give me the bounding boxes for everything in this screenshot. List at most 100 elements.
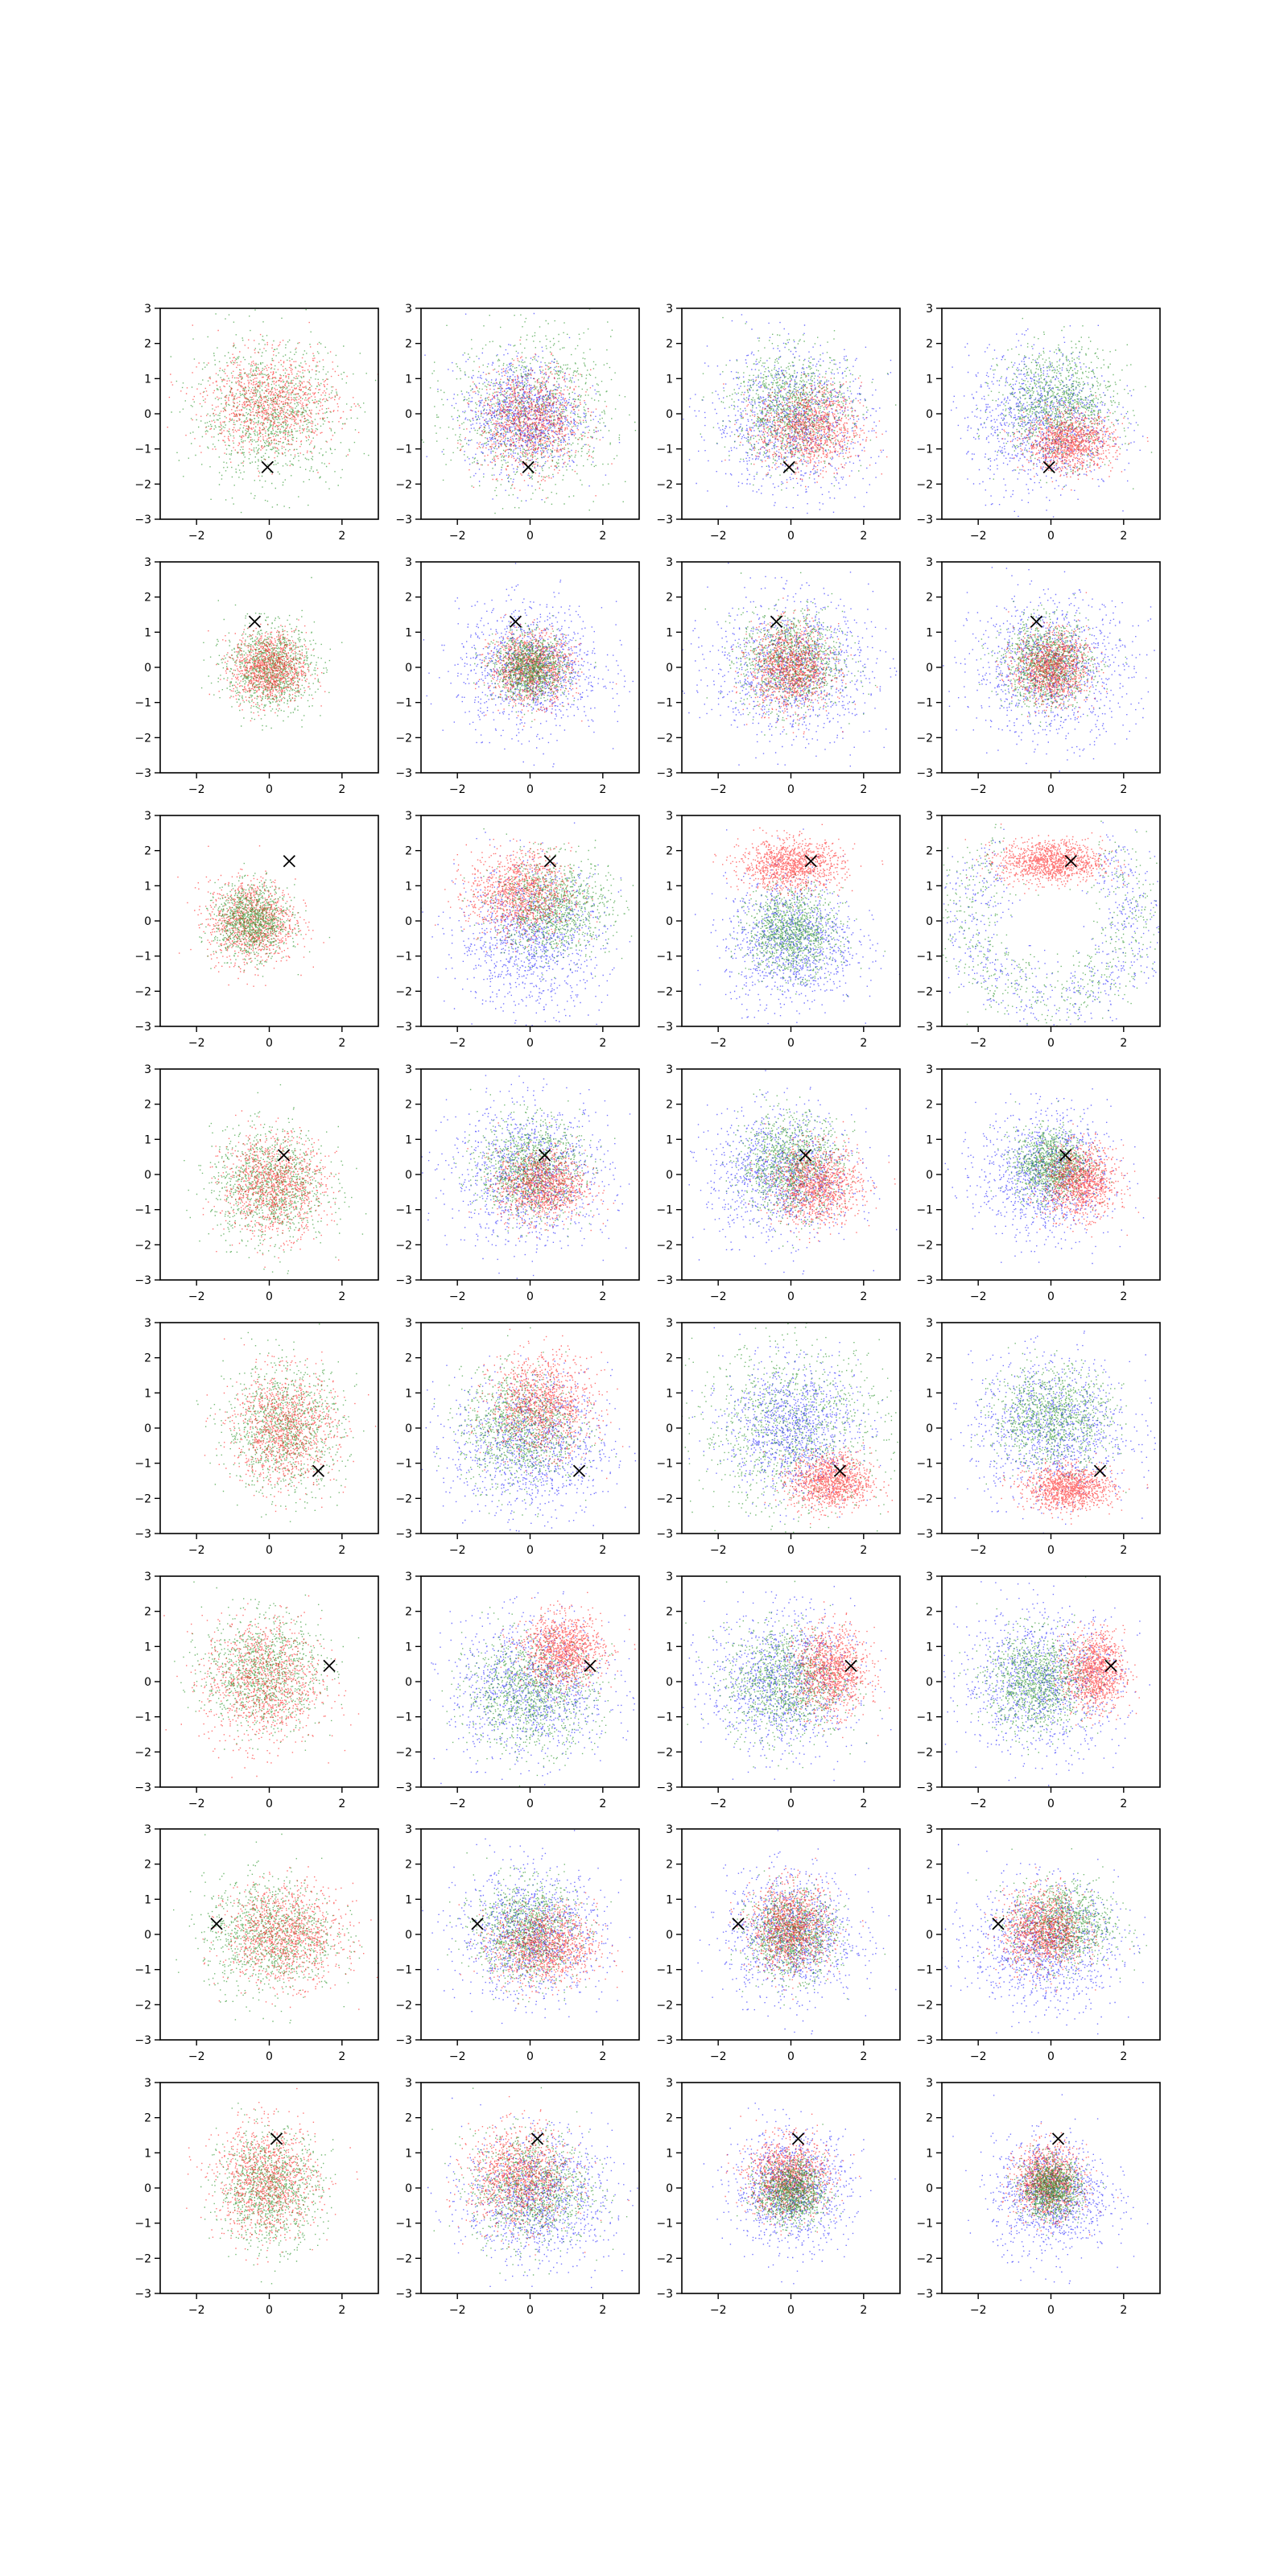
x-tick-label: 2 <box>599 1037 606 1050</box>
y-tick-label: −3 <box>134 2288 151 2301</box>
x-tick-label: −2 <box>188 783 205 796</box>
x-marker <box>312 1464 325 1477</box>
y-tick-label: 0 <box>144 2182 151 2195</box>
subplot-r6-c4: −2 0 2 −3 −2 −1 0 1 2 3 <box>916 1571 1161 1810</box>
y-tick-label: 2 <box>405 1859 412 1872</box>
y-tick-label: −2 <box>656 1492 673 1505</box>
y-tick-label: 1 <box>144 373 151 386</box>
y-tick-label: −2 <box>916 1999 933 2012</box>
scatter-points <box>703 2103 896 2285</box>
scatter-series-red <box>500 1591 636 1703</box>
y-tick-label: 0 <box>144 1929 151 1942</box>
subplot-r7-c1: −2 0 2 −3 −2 −1 0 1 2 3 <box>134 1823 379 2063</box>
x-marker <box>833 1464 847 1477</box>
y-tick-label: −2 <box>395 1239 412 1252</box>
scatter-series-green <box>682 1323 900 1534</box>
y-tick-label: 0 <box>666 1929 673 1942</box>
x-tick-label: 0 <box>1047 1290 1055 1303</box>
scatter-series-red <box>996 592 1108 718</box>
y-tick-label: −2 <box>134 478 151 491</box>
y-tick-label: −2 <box>134 1746 151 1759</box>
y-tick-label: −1 <box>656 1204 673 1217</box>
scatter-series-green <box>989 1100 1113 1220</box>
x-tick-label: −2 <box>449 1290 466 1303</box>
x-marker <box>791 2132 805 2145</box>
y-tick-label: 3 <box>144 1317 151 1330</box>
y-tick-label: 0 <box>926 2182 933 2195</box>
x-marker <box>1059 1149 1072 1162</box>
subplot-r3-c4: −2 0 2 −3 −2 −1 0 1 2 3 <box>916 810 1161 1050</box>
scatter-series-blue <box>683 314 900 519</box>
y-tick-label: 2 <box>926 338 933 351</box>
x-tick-label: −2 <box>710 1798 727 1810</box>
y-tick-label: 3 <box>144 556 151 569</box>
axes-frame <box>420 1828 640 2041</box>
y-tick-label: 1 <box>666 2147 673 2160</box>
y-tick-label: 2 <box>144 338 151 351</box>
x-tick-label: 2 <box>1120 1037 1127 1050</box>
y-tick-label: −1 <box>134 444 151 456</box>
y-tick-label: −1 <box>395 1964 412 1977</box>
y-tick-label: 1 <box>926 1893 933 1906</box>
y-tick-label: −2 <box>656 1999 673 2012</box>
x-marker <box>471 1918 484 1930</box>
x-tick-label: −2 <box>970 1544 987 1557</box>
y-tick-label: −1 <box>656 1458 673 1471</box>
scatter-series-blue <box>682 1586 892 1781</box>
y-tick-label: 0 <box>144 1422 151 1435</box>
scatter-series-green <box>976 317 1153 489</box>
scatter-series-red <box>1046 1621 1140 1726</box>
scatter-series-green <box>173 1833 378 2024</box>
subplot-r8-c3: −2 0 2 −3 −2 −1 0 1 2 3 <box>656 2077 901 2317</box>
scatter-points <box>942 820 1160 1026</box>
x-tick-label: −2 <box>710 1290 727 1303</box>
x-tick-label: 0 <box>526 530 534 543</box>
scatter-series-green <box>729 873 886 997</box>
x-tick-label: 2 <box>1120 783 1127 796</box>
scatter-points <box>196 1323 377 1534</box>
y-tick-label: 3 <box>666 2077 673 2090</box>
x-marker <box>509 615 522 628</box>
y-tick-label: 1 <box>144 1387 151 1400</box>
y-tick-label: 1 <box>405 1133 412 1146</box>
scatter-series-blue <box>951 324 1144 518</box>
scatter-points <box>421 1327 637 1532</box>
scatter-series-green <box>447 1852 612 2004</box>
scatter-points <box>173 1833 378 2024</box>
subplot-r3-c3: −2 0 2 −3 −2 −1 0 1 2 3 <box>656 810 901 1050</box>
y-tick-label: 3 <box>405 1571 412 1583</box>
subplot-r8-c4: −2 0 2 −3 −2 −1 0 1 2 3 <box>916 2077 1161 2317</box>
x-tick-label: 0 <box>787 2050 795 2063</box>
y-tick-label: 0 <box>405 1422 412 1435</box>
y-tick-label: −3 <box>656 2034 673 2047</box>
x-tick-label: 0 <box>266 2304 273 2317</box>
y-tick-label: −2 <box>656 478 673 491</box>
y-tick-label: 1 <box>926 373 933 386</box>
y-tick-label: −2 <box>134 1492 151 1505</box>
y-tick-label: 3 <box>144 810 151 823</box>
x-tick-label: 2 <box>860 1544 867 1557</box>
x-tick-label: 0 <box>787 783 795 796</box>
scatter-series-blue <box>942 1843 1146 2035</box>
x-tick-label: −2 <box>970 1798 987 1810</box>
y-tick-label: −1 <box>656 2218 673 2231</box>
scatter-points <box>683 314 900 519</box>
y-tick-label: −3 <box>656 767 673 780</box>
y-tick-label: −1 <box>134 2218 151 2231</box>
y-tick-label: −1 <box>395 1458 412 1471</box>
subplot-r7-c2: −2 0 2 −3 −2 −1 0 1 2 3 <box>395 1823 640 2063</box>
y-tick-label: −3 <box>916 514 933 526</box>
x-marker <box>1093 1464 1107 1477</box>
y-tick-label: 3 <box>666 1823 673 1836</box>
y-tick-label: 1 <box>405 880 412 893</box>
scatter-series-blue <box>421 1075 639 1279</box>
y-tick-label: 3 <box>405 1063 412 1076</box>
scatter-points <box>427 2087 639 2289</box>
y-tick-label: 1 <box>144 2147 151 2160</box>
y-tick-label: −3 <box>916 2288 933 2301</box>
x-tick-label: −2 <box>449 530 466 543</box>
x-tick-label: −2 <box>970 530 987 543</box>
y-tick-label: −1 <box>916 1458 933 1471</box>
y-tick-label: 2 <box>926 1606 933 1619</box>
axes-frame <box>420 815 640 1027</box>
